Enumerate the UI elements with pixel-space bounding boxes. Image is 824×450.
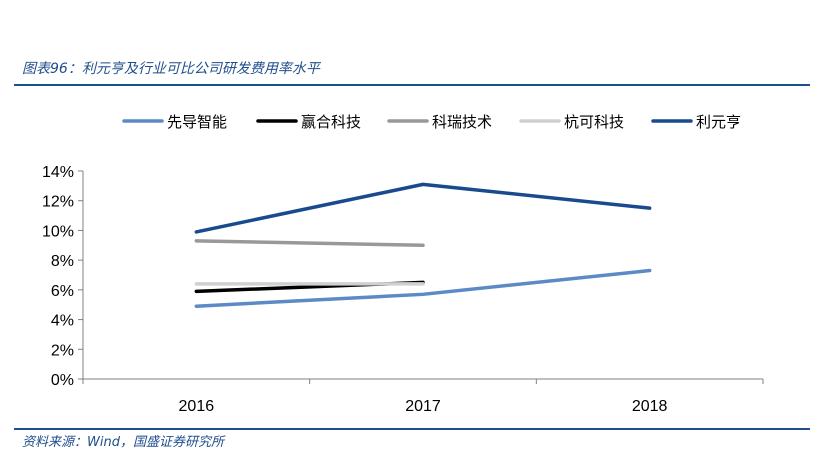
y-tick-label: 6% — [51, 283, 74, 300]
series-line-1 — [194, 268, 652, 308]
legend-label: 科瑞技术 — [432, 113, 492, 131]
legend-label: 杭可科技 — [564, 113, 624, 131]
y-tick-label: 14% — [42, 164, 74, 181]
y-tick-label: 2% — [51, 342, 74, 359]
legend-label: 先导智能 — [167, 113, 227, 131]
top-divider — [14, 84, 810, 86]
y-tick-label: 12% — [42, 194, 74, 211]
series-line-3 — [194, 239, 425, 248]
y-tick-label: 8% — [51, 253, 74, 270]
series-line-5 — [194, 182, 652, 234]
bottom-divider — [14, 428, 810, 430]
figure-title: 图表96：利元亨及行业可比公司研发费用率水平 — [22, 61, 320, 77]
source-note: 资料来源：Wind，国盛证券研究所 — [22, 435, 224, 450]
legend-label: 赢合科技 — [301, 113, 361, 131]
y-tick-label: 4% — [51, 313, 74, 330]
y-tick-label: 10% — [42, 223, 74, 240]
y-tick-label: 0% — [51, 372, 74, 389]
x-tick-label: 2017 — [405, 398, 441, 415]
legend-label: 利元亨 — [696, 113, 741, 131]
x-tick-label: 2016 — [179, 398, 215, 415]
x-tick-label: 2018 — [632, 398, 668, 415]
